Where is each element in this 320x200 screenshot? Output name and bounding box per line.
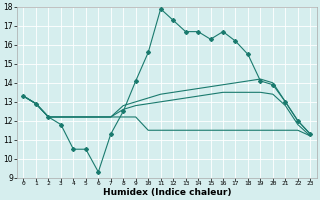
X-axis label: Humidex (Indice chaleur): Humidex (Indice chaleur) [103, 188, 231, 197]
